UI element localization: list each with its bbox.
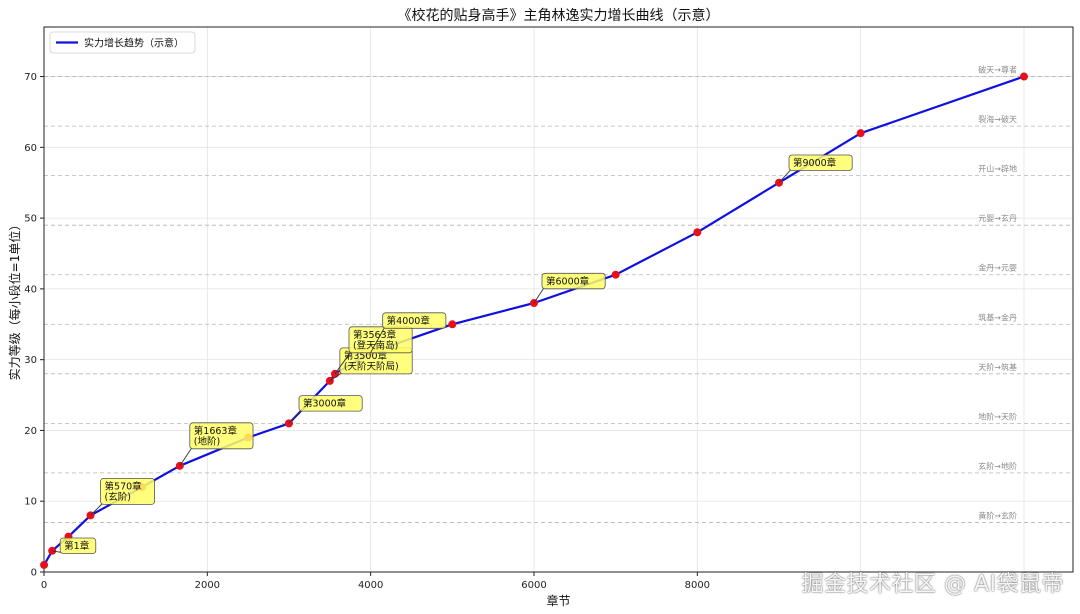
annotation-arrow xyxy=(329,372,343,382)
data-point xyxy=(448,320,457,329)
plot-frame xyxy=(43,26,1074,573)
x-tick-label: 8000 xyxy=(685,580,710,591)
x-tick-label: 2000 xyxy=(195,580,220,591)
threshold-label: 玄阶→地阶 xyxy=(978,461,1017,471)
series-line xyxy=(43,75,1025,566)
annotation-box xyxy=(788,154,853,171)
data-point xyxy=(611,270,620,279)
annotation-label: (登天南岛) xyxy=(353,339,398,351)
threshold-label: 地阶→天阶 xyxy=(978,411,1017,421)
annotation-arrow xyxy=(533,287,545,304)
threshold-label: 黄阶→玄阶 xyxy=(978,510,1017,520)
annotation-arrow xyxy=(90,503,103,516)
threshold-lines: 黄阶→玄阶 玄阶→地阶 地阶→天阶 天阶→筑基 筑基→金丹 金丹→元婴 元婴→玄丹 开山→辟地… xyxy=(44,65,1073,523)
annotation-box xyxy=(59,537,97,554)
annotation-box xyxy=(189,422,254,450)
y-tick-label: 70 xyxy=(24,72,37,83)
grid xyxy=(43,27,1073,573)
annotation-label: 第3000章 xyxy=(303,398,347,410)
annotation-arrow xyxy=(778,169,792,184)
annotation-label: (地阶) xyxy=(194,435,220,447)
x-tick-label: 4000 xyxy=(358,580,383,591)
y-tick-label: 50 xyxy=(24,214,37,225)
x-tick-label: 0 xyxy=(41,580,47,591)
annotation-label: (天阶天阶局) xyxy=(344,360,399,372)
annotation-label: 第570章 xyxy=(105,480,143,492)
y-tick-label: 10 xyxy=(24,497,37,508)
annotation-box xyxy=(298,395,363,412)
annotation-label: 第1663章 xyxy=(194,425,238,437)
legend: 实力增长趋势（示意） xyxy=(49,31,196,54)
y-tick-label: 40 xyxy=(24,284,37,295)
axes: 0 2000 4000 6000 8000 0 10 20 30 40 50 60 70 xyxy=(24,72,710,591)
annotation-box xyxy=(348,326,413,354)
watermark: 掘金技术社区 @ AI袋鼠帝 xyxy=(801,572,1064,597)
annotation-label: 第1章 xyxy=(64,540,90,552)
annotations: 第1章第570章(玄阶)第1663章(地阶)第3000章第3500章(天阶天阶局… xyxy=(52,154,853,554)
y-tick-label: 20 xyxy=(24,426,37,437)
x-tick-label: 6000 xyxy=(521,580,546,591)
annotation-box xyxy=(382,312,447,329)
y-tick-label: 30 xyxy=(24,355,37,366)
annotation-label: 第3563章 xyxy=(353,329,397,341)
threshold-label: 筑基→金丹 xyxy=(978,312,1017,322)
threshold-label: 裂海→破天 xyxy=(978,114,1017,124)
chart-title: 《校花的贴身高手》主角林逸实力增长曲线（示意） xyxy=(398,7,720,24)
annotation-arrow xyxy=(370,327,386,353)
y-axis-label: 实力等级（每小段位=1单位） xyxy=(7,219,22,381)
annotation-box xyxy=(541,272,606,290)
annotation-label: 第9000章 xyxy=(793,157,837,169)
threshold-label: 元婴→玄丹 xyxy=(978,213,1017,223)
threshold-label: 金丹→元婴 xyxy=(978,263,1017,273)
threshold-label: 破天→尊者 xyxy=(978,65,1017,75)
annotation-arrow xyxy=(334,351,352,375)
threshold-label: 开山→辟地 xyxy=(978,164,1017,174)
annotation-label: 第4000章 xyxy=(387,315,431,327)
annotation-label: 第6000章 xyxy=(546,275,590,287)
data-point xyxy=(856,129,865,138)
threshold-label: 天阶→筑基 xyxy=(978,362,1017,372)
x-axis-label: 章节 xyxy=(546,593,570,608)
annotation-label: (玄阶) xyxy=(105,491,131,503)
y-tick-label: 0 xyxy=(31,568,37,579)
legend-label: 实力增长趋势（示意） xyxy=(84,37,184,50)
y-tick-label: 60 xyxy=(24,143,37,154)
annotation-arrow xyxy=(288,409,302,424)
annotation-arrow xyxy=(179,447,193,467)
annotation-box xyxy=(100,477,155,505)
legend-box xyxy=(49,31,196,54)
data-point xyxy=(1020,72,1028,81)
data-point xyxy=(40,560,49,569)
data-point xyxy=(693,228,702,237)
